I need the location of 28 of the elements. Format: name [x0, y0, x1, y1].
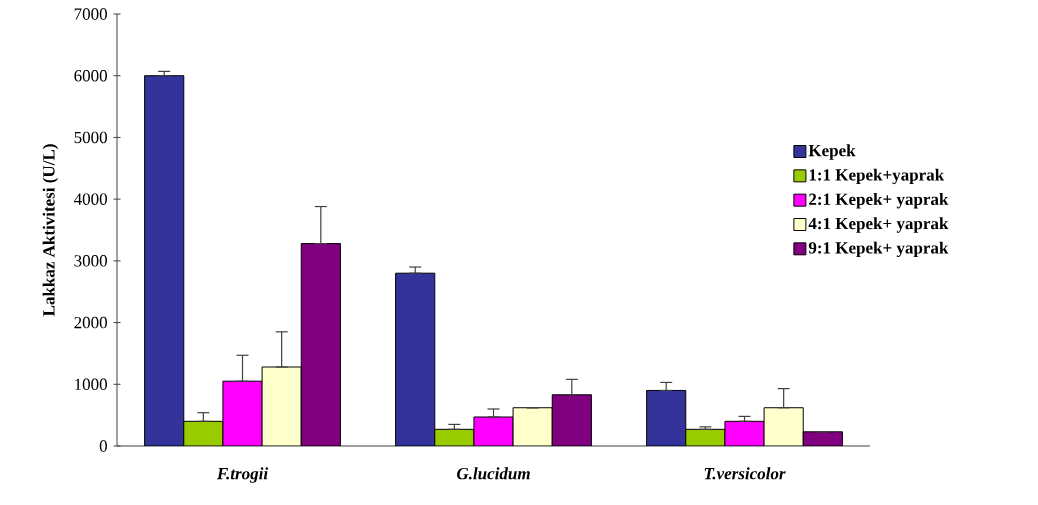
- y-tick-label: 7000: [74, 8, 107, 20]
- bar: [763, 407, 804, 446]
- y-tick-label: 5000: [74, 131, 107, 144]
- bar: [261, 366, 302, 446]
- bar: [395, 272, 436, 446]
- y-tick-label: 0: [99, 440, 107, 452]
- y-tick-label: 6000: [74, 69, 107, 82]
- y-tick-label: 4000: [73, 193, 107, 205]
- y-tick-label: 2000: [74, 316, 107, 329]
- y-tick-label: 3000: [74, 255, 107, 267]
- bar: [551, 394, 592, 446]
- bar: [802, 431, 843, 446]
- y-tick-label: 1000: [75, 378, 107, 391]
- y-axis-title: Lakkaz Aktivitesi (U/L): [42, 144, 59, 317]
- legend-label: 1:1 Kepek+yaprak: [809, 168, 945, 185]
- legend-label: 9:1 Kepek+ yaprak: [808, 241, 949, 258]
- bar: [646, 389, 687, 446]
- bar: [183, 420, 224, 446]
- legend-label: 4:1 Kepek+ yaprak: [808, 217, 949, 233]
- x-tick-label: G.lucidum: [457, 467, 530, 480]
- bar: [300, 243, 341, 446]
- bar: [144, 75, 185, 446]
- legend-label: 2:1 Kepek+ yaprak: [809, 192, 949, 209]
- bar: [512, 407, 553, 446]
- x-tick-label: F.trogii: [216, 467, 269, 483]
- bar: [222, 380, 263, 446]
- x-tick-label: T.versicolor: [704, 467, 786, 480]
- legend-label: Kepek: [808, 144, 856, 160]
